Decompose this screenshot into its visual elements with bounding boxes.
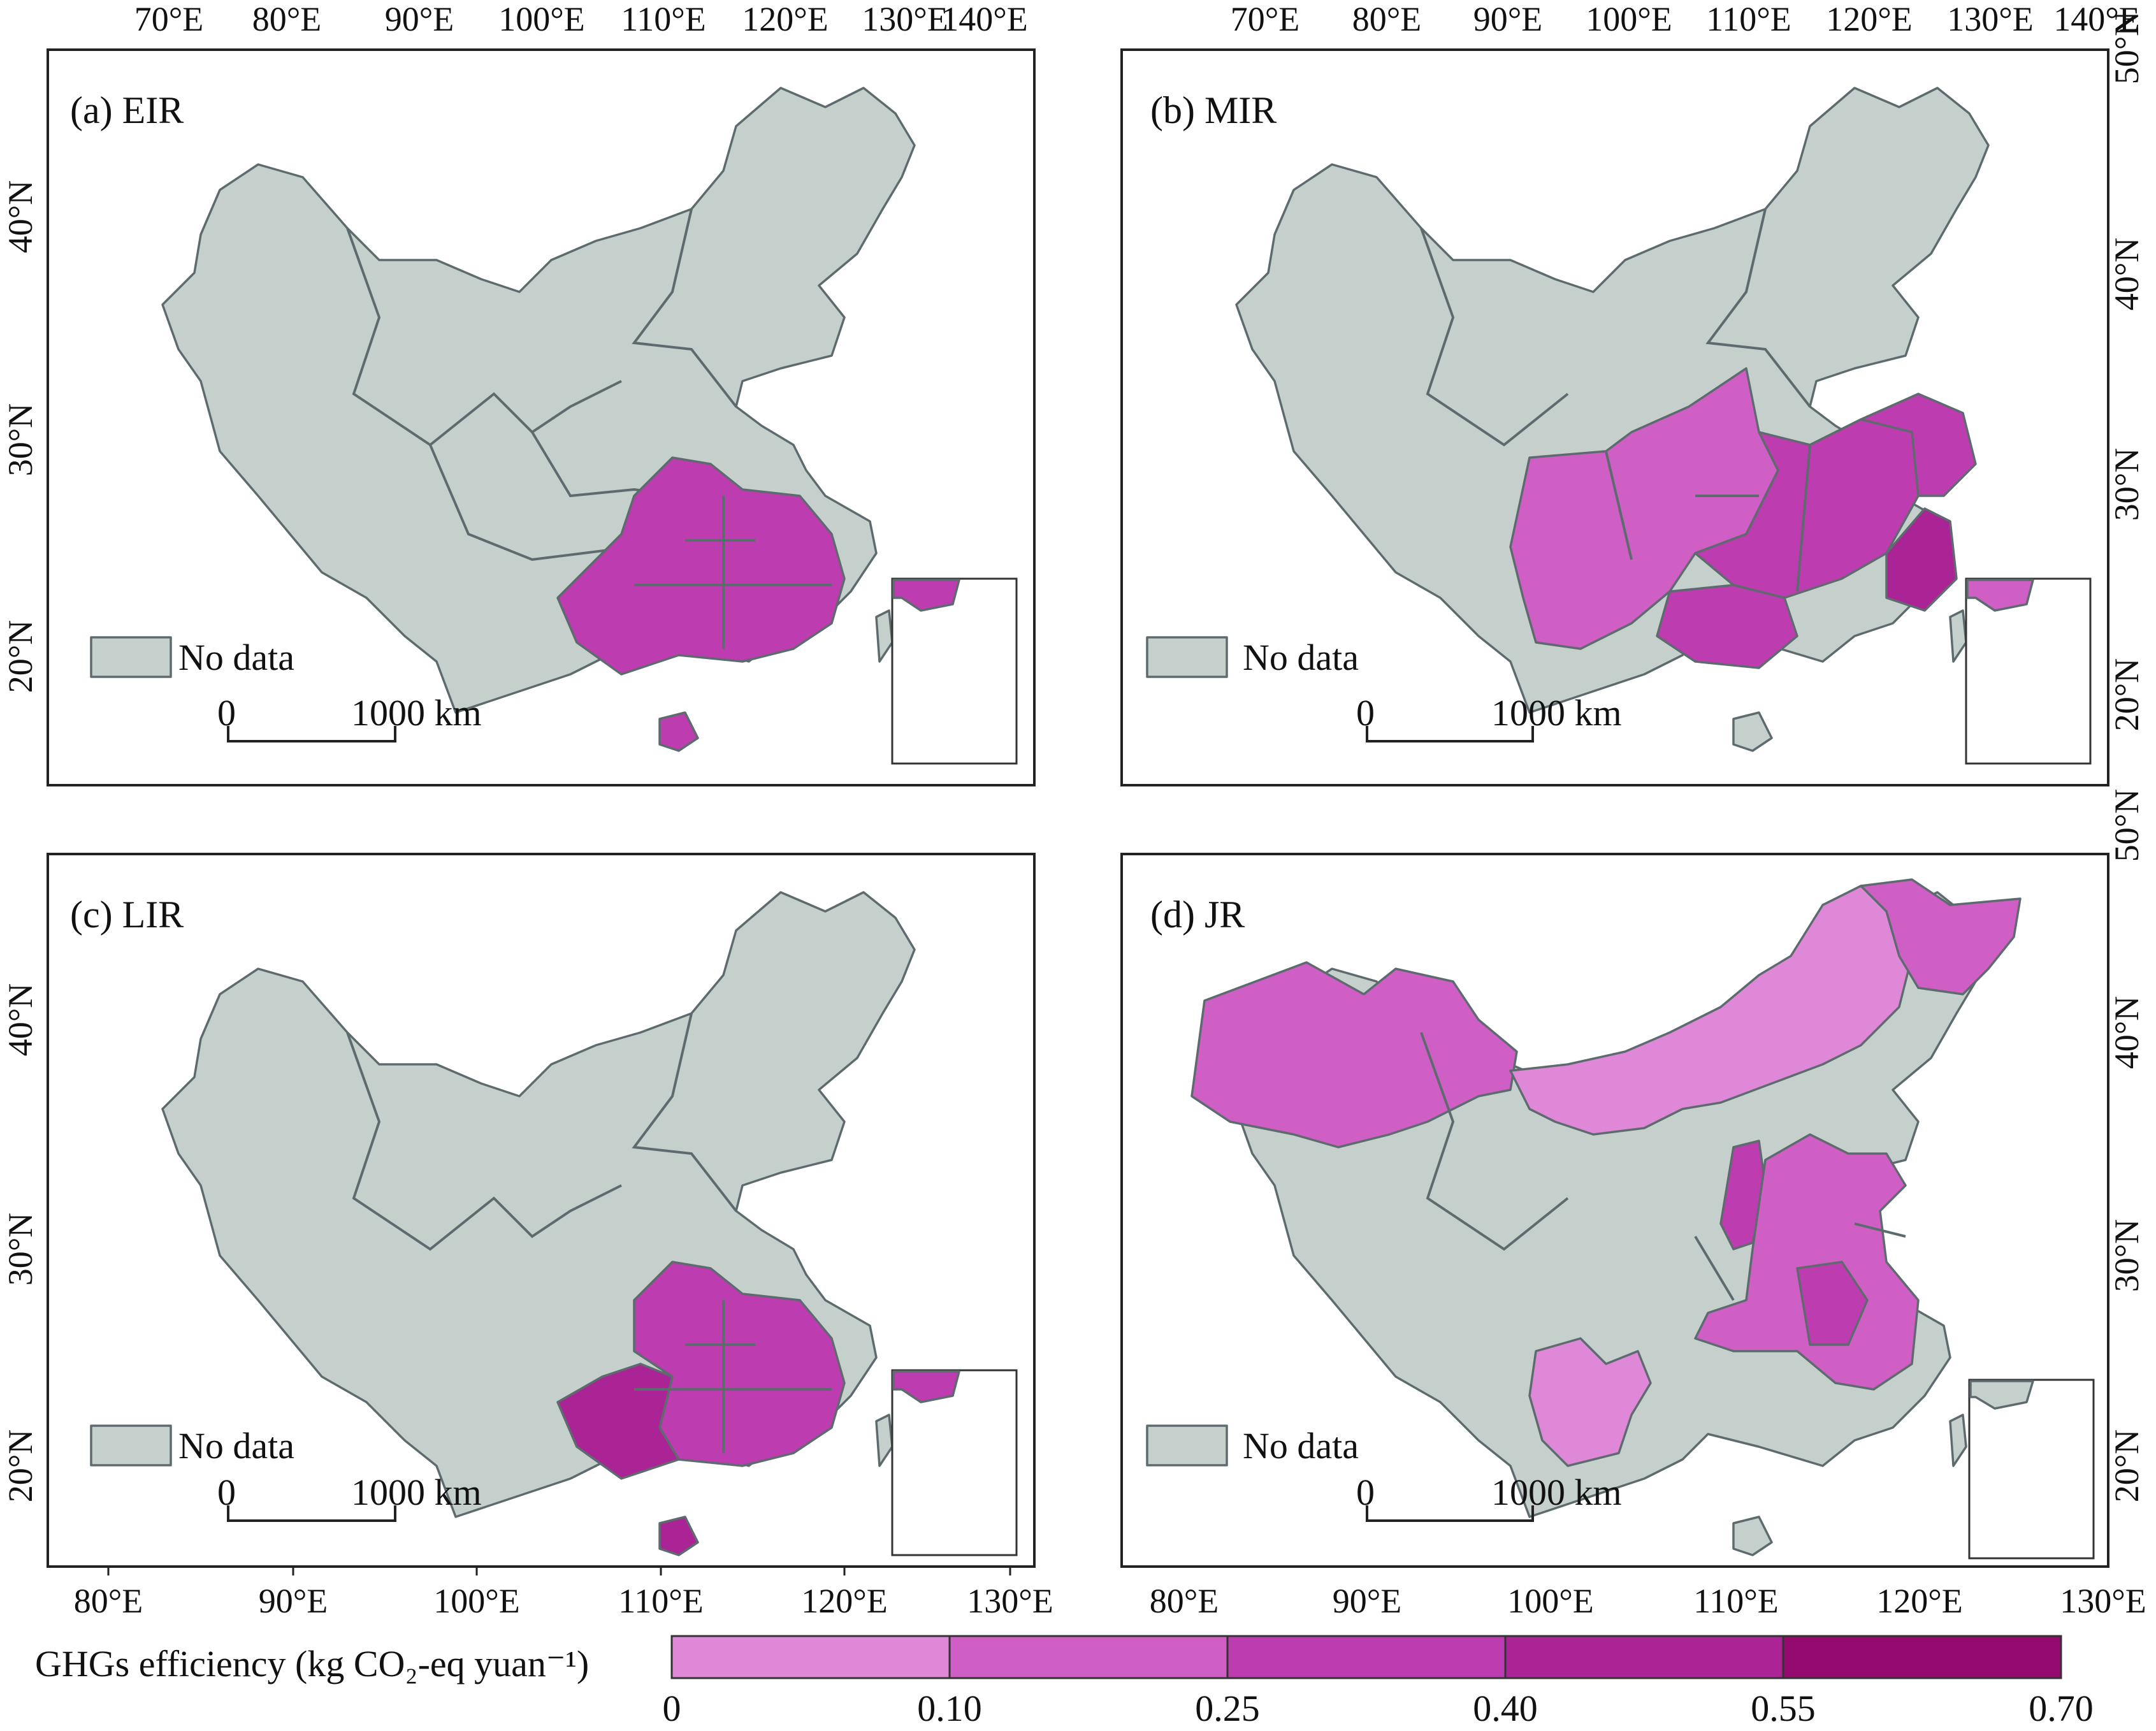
left-lat-label-bottom: 40°N: [1, 983, 40, 1057]
panel-a: No data 0 1000 km (a) EIR: [47, 48, 1036, 786]
legend-title: GHGs efficiency (kg CO₂-eq yuan⁻¹): [35, 1643, 589, 1684]
scale-zero-b: 0: [1356, 692, 1375, 734]
legend-swatch: [1504, 1635, 1784, 1679]
right-lat-label-top: 30°N: [2108, 448, 2146, 521]
panel-b: No data 0 1000 km (b) MIR: [1120, 48, 2109, 786]
scale-end-a: 1000 km: [351, 692, 482, 734]
panel-title-d: (d) JR: [1150, 894, 1245, 936]
no-data-label-b: No data: [1243, 637, 1359, 678]
bottom-lon-label-left: 100°E: [433, 1582, 520, 1620]
bottom-lon-label-right: 100°E: [1507, 1582, 1594, 1620]
left-lat-label-bottom: 20°N: [1, 1430, 40, 1503]
panel-title-c: (c) LIR: [70, 894, 184, 936]
top-lon-label-left: 80°E: [252, 0, 322, 38]
panel-c: No data 0 1000 km (c) LIR: [47, 853, 1036, 1568]
no-data-label-a: No data: [178, 637, 294, 678]
no-data-label-c: No data: [178, 1425, 294, 1467]
bottom-lon-label-right: 120°E: [1876, 1582, 1963, 1620]
top-lon-label-right: 80°E: [1352, 0, 1422, 38]
left-lat-label-top: 20°N: [1, 620, 40, 693]
bottom-lon-label-left: 80°E: [74, 1582, 143, 1620]
left-lat-labels-bottom: 40°N 30°N 20°N: [1, 983, 40, 1503]
top-lon-label-right: 140°E: [2053, 0, 2140, 38]
legend-swatch: [948, 1635, 1229, 1679]
left-lat-label-top: 30°N: [1, 403, 40, 477]
scale-zero-a: 0: [217, 692, 236, 734]
legend-swatch: [1782, 1635, 2062, 1679]
right-lat-label-bottom: 20°N: [2108, 1430, 2146, 1503]
panel-title-b: (b) MIR: [1150, 89, 1277, 131]
bottom-lon-label-right: 130°E: [2060, 1582, 2146, 1620]
legend-break-label: 0.40: [1473, 1688, 1538, 1729]
top-lon-label-left: 70°E: [134, 0, 204, 38]
legend-boxes: [670, 1635, 2062, 1679]
top-lon-label-right: 130°E: [1947, 0, 2034, 38]
panel-d: No data 0 1000 km (d) JR: [1120, 853, 2109, 1568]
left-lat-labels-top: 40°N 30°N 20°N: [1, 180, 40, 693]
top-lon-label-left: 100°E: [498, 0, 585, 38]
top-lon-label-right: 70°E: [1231, 0, 1300, 38]
scale-zero-d: 0: [1356, 1472, 1375, 1513]
bottom-lon-labels-right: 80°E 90°E 100°E 110°E 120°E 130°E: [1150, 1582, 2146, 1620]
legend-break-label: 0.25: [1195, 1688, 1260, 1729]
left-lat-label-bottom: 30°N: [1, 1213, 40, 1286]
top-lon-label-left: 120°E: [742, 0, 828, 38]
right-lat-label-bottom: 30°N: [2108, 1219, 2146, 1293]
scale-end-c: 1000 km: [351, 1472, 482, 1513]
top-lon-label-left: 110°E: [621, 0, 706, 38]
legend-break-label: 0.70: [2029, 1688, 2094, 1729]
bottom-lon-label-right: 90°E: [1333, 1582, 1402, 1620]
right-lat-labels-bottom: 50°N 40°N 30°N 20°N: [2108, 789, 2146, 1503]
top-lon-labels-right: 70°E 80°E 90°E 100°E 110°E 120°E 130°E 140°E: [1231, 0, 2140, 38]
legend-swatch: [1226, 1635, 1507, 1679]
legend-breaks: 0 0.10 0.25 0.40 0.55 0.70: [663, 1688, 2094, 1729]
right-lat-labels-top: 50°N 40°N 30°N 20°N: [2108, 11, 2146, 732]
bottom-lon-label-left: 120°E: [801, 1582, 888, 1620]
bottom-lon-label-left: 110°E: [618, 1582, 704, 1620]
no-data-label-d: No data: [1243, 1425, 1359, 1467]
top-lon-label-right: 120°E: [1826, 0, 1913, 38]
top-lon-label-left: 130°E: [862, 0, 948, 38]
legend-break-label: 0.10: [917, 1688, 982, 1729]
legend-swatch: [670, 1635, 951, 1679]
bottom-lon-label-left: 130°E: [967, 1582, 1053, 1620]
scale-end-d: 1000 km: [1491, 1472, 1622, 1513]
legend-break-label: 0: [663, 1688, 681, 1729]
right-lat-label-top: 40°N: [2108, 238, 2146, 311]
left-lat-label-top: 40°N: [1, 180, 40, 254]
color-legend: GHGs efficiency (kg CO₂-eq yuan⁻¹) 0 0.10…: [35, 1635, 2094, 1729]
legend-break-label: 0.55: [1751, 1688, 1816, 1729]
top-lon-label-right: 110°E: [1706, 0, 1791, 38]
right-lat-label-top: 50°N: [2108, 11, 2146, 85]
scale-end-b: 1000 km: [1491, 692, 1622, 734]
bottom-lon-labels-left: 80°E 90°E 100°E 110°E 120°E 130°E: [74, 1567, 1053, 1620]
right-lat-label-top: 20°N: [2108, 658, 2146, 732]
bottom-lon-label-left: 90°E: [259, 1582, 328, 1620]
top-lon-label-left: 90°E: [385, 0, 454, 38]
scale-zero-c: 0: [217, 1472, 236, 1513]
right-lat-label-bottom: 40°N: [2108, 996, 2146, 1069]
bottom-lon-label-right: 80°E: [1150, 1582, 1219, 1620]
right-lat-label-bottom: 50°N: [2108, 789, 2146, 862]
top-lon-label-left: 140°E: [941, 0, 1028, 38]
panel-title-a: (a) EIR: [70, 89, 184, 131]
top-lon-label-right: 100°E: [1586, 0, 1672, 38]
bottom-lon-label-right: 110°E: [1693, 1582, 1779, 1620]
top-lon-label-right: 90°E: [1473, 0, 1543, 38]
